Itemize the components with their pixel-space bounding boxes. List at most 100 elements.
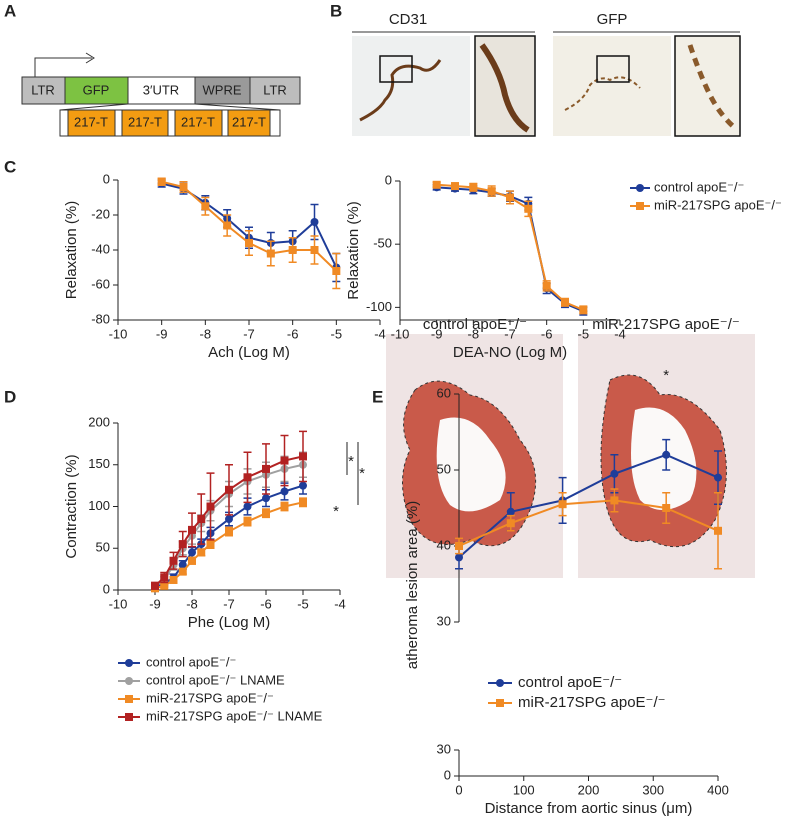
marker xyxy=(299,481,307,490)
panel-label: C xyxy=(4,157,16,176)
marker xyxy=(714,526,722,535)
marker xyxy=(157,177,166,186)
marker xyxy=(178,560,187,569)
panel-label: D xyxy=(4,387,16,406)
marker xyxy=(188,548,196,557)
x-tick-label: -5 xyxy=(331,326,343,341)
x-tick-label: -9 xyxy=(431,326,443,341)
marker xyxy=(266,249,275,258)
y-axis-label: Relaxation (%) xyxy=(63,201,80,299)
y-tick-label: -100 xyxy=(366,299,392,314)
marker xyxy=(714,473,722,482)
y-tick-label: 50 xyxy=(96,540,110,555)
marker xyxy=(506,507,515,516)
legend-label: control apoE⁻/⁻ LNAME xyxy=(146,672,285,687)
annotation: * xyxy=(359,465,365,482)
x-tick-label: -10 xyxy=(109,596,128,611)
marker xyxy=(662,450,671,459)
marker xyxy=(455,553,463,562)
marker xyxy=(496,699,504,707)
marker xyxy=(197,548,206,557)
x-tick-label: -7 xyxy=(504,326,516,341)
image-title: CD31 xyxy=(389,11,427,28)
marker xyxy=(201,202,210,211)
marker xyxy=(125,695,133,703)
image-title: GFP xyxy=(597,11,628,28)
panel-label: E xyxy=(372,387,383,406)
marker xyxy=(178,567,187,576)
marker xyxy=(188,556,196,565)
marker xyxy=(288,246,297,254)
insert-label: 217-T xyxy=(181,114,215,129)
marker xyxy=(225,515,233,524)
marker xyxy=(243,517,252,526)
y-tick-label: -20 xyxy=(91,206,110,221)
marker xyxy=(125,677,133,685)
marker xyxy=(469,183,478,192)
construct-label: WPRE xyxy=(203,82,242,97)
marker xyxy=(225,485,233,494)
marker xyxy=(280,487,289,496)
marker xyxy=(636,184,644,192)
marker xyxy=(310,218,319,226)
x-tick-label: -6 xyxy=(287,326,299,341)
marker xyxy=(506,193,514,202)
marker xyxy=(160,581,169,590)
marker xyxy=(243,502,252,511)
x-tick-label: -6 xyxy=(260,596,272,611)
x-tick-label: -7 xyxy=(223,596,235,611)
marker xyxy=(206,502,215,511)
x-tick-label: -6 xyxy=(541,326,553,341)
legend-label: control apoE⁻/⁻ xyxy=(654,179,744,194)
marker xyxy=(160,573,169,582)
y-tick-label: 30 xyxy=(437,741,451,756)
legend-label: miR-217SPG apoE⁻/⁻ xyxy=(654,197,782,212)
marker xyxy=(125,659,133,667)
insert-label: 217-T xyxy=(74,114,108,129)
construct-diagram xyxy=(21,52,301,137)
marker xyxy=(206,540,215,549)
insert-label: 217-T xyxy=(232,114,266,129)
y-tick-label: -50 xyxy=(373,236,392,251)
legend-label: control apoE⁻/⁻ xyxy=(146,654,236,669)
marker xyxy=(299,498,307,507)
x-axis-label: Distance from aortic sinus (μm) xyxy=(485,800,693,817)
marker xyxy=(610,469,619,478)
marker xyxy=(636,202,644,210)
marker xyxy=(579,305,588,314)
marker xyxy=(506,519,515,528)
x-tick-label: -10 xyxy=(109,326,128,341)
y-axis-label: Relaxation (%) xyxy=(345,201,362,299)
marker xyxy=(169,575,178,584)
x-tick-label: -9 xyxy=(156,326,168,341)
y-tick-label: 0 xyxy=(385,172,392,187)
annotation: * xyxy=(663,367,669,384)
marker xyxy=(451,182,459,191)
y-tick-label: 0 xyxy=(103,581,110,596)
x-tick-label: -9 xyxy=(149,596,161,611)
legend-label: miR-217SPG apoE⁻/⁻ LNAME xyxy=(146,708,323,723)
x-tick-label: -4 xyxy=(374,326,386,341)
marker xyxy=(178,540,187,549)
y-tick-label: 40 xyxy=(437,537,451,552)
marker xyxy=(151,581,159,590)
x-tick-label: -5 xyxy=(297,596,309,611)
x-tick-label: -7 xyxy=(243,326,255,341)
marker xyxy=(558,500,567,509)
series-line xyxy=(458,499,719,547)
x-tick-label: 100 xyxy=(513,782,535,797)
marker xyxy=(280,502,289,511)
x-tick-label: 0 xyxy=(455,782,462,797)
image-title: miR-217SPG apoE⁻/⁻ xyxy=(592,316,740,333)
x-axis-label: Ach (Log M) xyxy=(208,344,290,361)
x-tick-label: 200 xyxy=(578,782,600,797)
construct-label: 3′UTR xyxy=(143,82,179,97)
marker xyxy=(299,452,307,461)
y-tick-label: 0 xyxy=(103,171,110,186)
marker xyxy=(561,298,569,307)
series-line xyxy=(436,186,584,313)
marker xyxy=(455,542,463,550)
y-axis-label: atheroma lesion area (%) xyxy=(404,501,421,669)
x-tick-label: -4 xyxy=(334,596,346,611)
y-tick-label: 0 xyxy=(444,767,451,782)
